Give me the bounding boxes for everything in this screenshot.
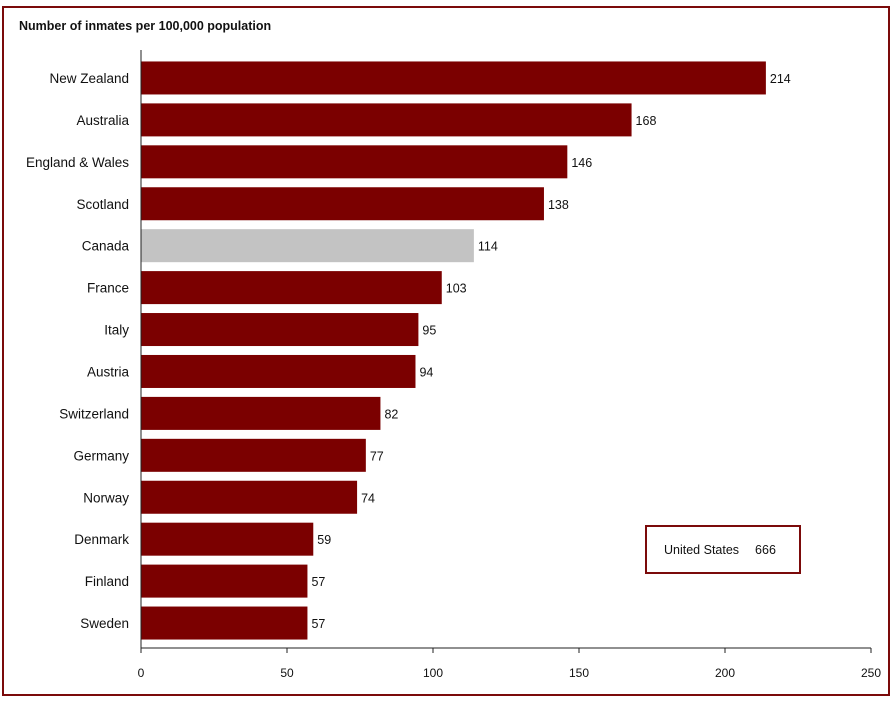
category-label: Australia bbox=[76, 113, 129, 128]
category-label: New Zealand bbox=[49, 71, 129, 86]
data-label: 59 bbox=[317, 533, 331, 547]
bar bbox=[141, 229, 474, 263]
data-label: 103 bbox=[446, 282, 467, 296]
x-tick-label: 0 bbox=[138, 666, 145, 680]
data-label: 57 bbox=[311, 617, 325, 631]
bar bbox=[141, 438, 366, 472]
category-label: Italy bbox=[104, 323, 129, 338]
bar bbox=[141, 564, 308, 598]
chart-title: Number of inmates per 100,000 population bbox=[19, 19, 272, 33]
united-states-note: United States 666 bbox=[645, 525, 801, 574]
bar bbox=[141, 354, 416, 388]
bar bbox=[141, 606, 308, 640]
data-label: 114 bbox=[478, 240, 498, 254]
x-tick-label: 50 bbox=[280, 666, 294, 680]
category-label: Sweden bbox=[80, 616, 129, 631]
category-label: Finland bbox=[85, 574, 129, 589]
note-value: 666 bbox=[755, 542, 776, 557]
x-tick-label: 200 bbox=[715, 666, 735, 680]
x-tick-label: 150 bbox=[569, 666, 589, 680]
category-label: England & Wales bbox=[26, 155, 129, 170]
category-label: Scotland bbox=[76, 197, 129, 212]
bar bbox=[141, 187, 544, 221]
data-label: 168 bbox=[636, 114, 657, 128]
data-label: 57 bbox=[311, 575, 325, 589]
category-label: France bbox=[87, 281, 129, 296]
category-label: Switzerland bbox=[59, 406, 129, 421]
x-tick-label: 250 bbox=[861, 666, 881, 680]
category-label: Canada bbox=[82, 239, 130, 254]
data-label: 82 bbox=[384, 407, 398, 421]
category-label: Austria bbox=[87, 364, 130, 379]
category-label: Denmark bbox=[74, 532, 129, 547]
bar bbox=[141, 61, 766, 95]
data-label: 146 bbox=[571, 156, 592, 170]
bar bbox=[141, 396, 381, 430]
category-label: Germany bbox=[73, 448, 129, 463]
bar bbox=[141, 313, 419, 347]
bar bbox=[141, 522, 314, 556]
bar bbox=[141, 271, 442, 305]
bar bbox=[141, 103, 632, 137]
data-label: 95 bbox=[422, 324, 436, 338]
x-tick-label: 100 bbox=[423, 666, 443, 680]
data-label: 74 bbox=[361, 491, 375, 505]
data-label: 214 bbox=[770, 72, 791, 86]
bar bbox=[141, 145, 568, 179]
bar bbox=[141, 480, 358, 514]
data-label: 138 bbox=[548, 198, 569, 212]
category-label: Norway bbox=[83, 490, 129, 505]
data-label: 77 bbox=[370, 449, 384, 463]
data-label: 94 bbox=[419, 365, 433, 379]
note-label: United States bbox=[664, 542, 740, 557]
